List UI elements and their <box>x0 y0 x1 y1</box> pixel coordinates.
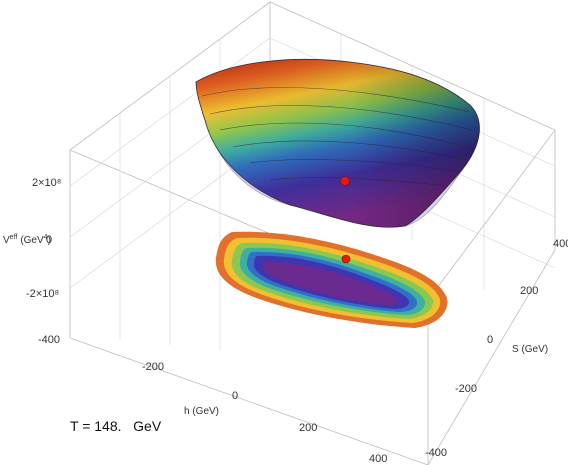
s-tick-label: 0 <box>487 334 493 346</box>
z-tick-label: -400 <box>38 334 60 346</box>
projection-minimum-point <box>341 254 351 264</box>
surface-shading <box>196 59 480 228</box>
s-tick-label: -400 <box>425 447 447 459</box>
s-axis-label: S (GeV) <box>512 344 548 355</box>
z-axis: 2×10⁸ 0 -2×10⁸ -400 Veff (GeV4) <box>3 177 61 346</box>
contour-projection <box>215 231 448 328</box>
bounding-box <box>69 1 556 465</box>
h-tick-label: 400 <box>369 453 387 465</box>
z-tick-label: 2×10⁸ <box>32 177 61 189</box>
h-tick-label: 200 <box>299 422 317 434</box>
h-tick-label: 0 <box>232 390 238 402</box>
s-tick-label: 400 <box>553 238 568 250</box>
h-tick-label: -200 <box>142 361 164 373</box>
s-axis: 400 200 0 -200 -400 S (GeV) <box>425 238 568 459</box>
s-tick-label: 200 <box>520 285 538 297</box>
z-axis-label: Veff (GeV4) <box>3 234 51 246</box>
surface-minimum-point <box>340 176 350 186</box>
h-axis-label: h (GeV) <box>184 406 219 417</box>
temperature-label: T = 148. GeV <box>70 418 162 434</box>
s-tick-label: -200 <box>455 383 477 395</box>
h-axis: -200 0 200 400 h (GeV) <box>142 361 387 465</box>
z-tick-label: -2×10⁸ <box>26 288 59 300</box>
contour-band-7 <box>263 262 398 306</box>
z-tick-label: 0 <box>46 234 52 246</box>
surface-contours <box>201 87 473 187</box>
